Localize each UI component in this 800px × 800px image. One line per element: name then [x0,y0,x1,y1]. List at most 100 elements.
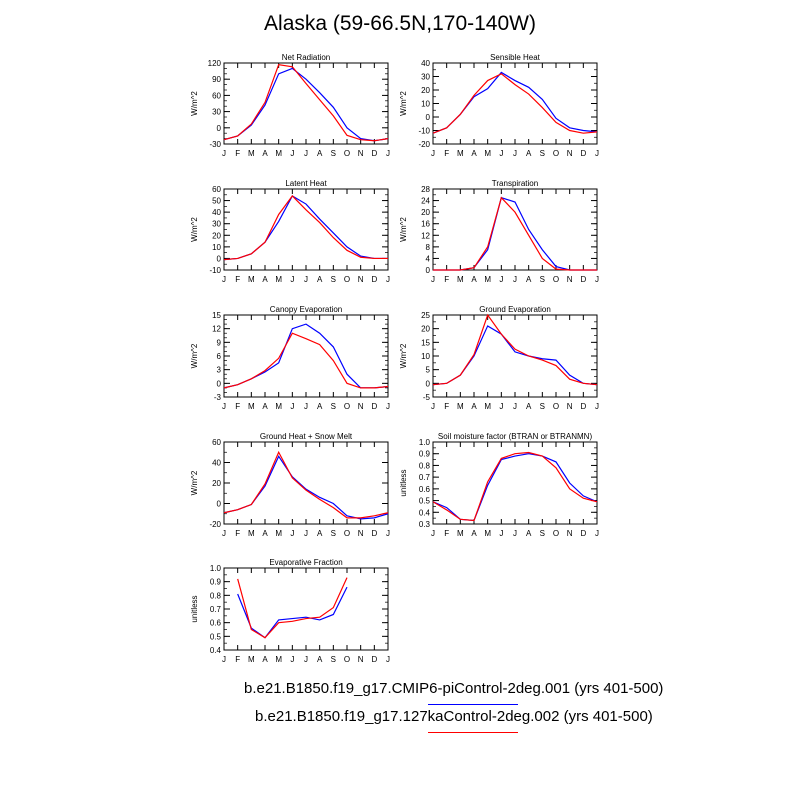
y-tick-label: 0.3 [419,520,431,529]
x-tick-label: J [513,149,517,158]
series-line-1 [432,453,598,522]
y-tick-label: 0 [217,379,222,388]
x-tick-label: J [290,529,294,538]
panel-8: Soil moisture factor (BTRAN or BTRANMN) u… [399,432,599,538]
x-tick-label: J [304,529,308,538]
x-tick-label: F [444,275,449,284]
x-tick-label: S [331,402,336,411]
x-tick-label: A [526,402,532,411]
x-tick-label: J [386,655,390,664]
legend-swatch-series-2 [428,732,518,733]
panel-title: Ground Heat + Snow Melt [260,432,353,441]
panel-title: Transpiration [492,179,538,188]
series-line-2 [432,313,598,386]
x-tick-label: F [444,149,449,158]
x-tick-label: A [471,275,477,284]
x-tick-label: J [513,275,517,284]
x-tick-label: D [371,149,377,158]
y-tick-label: 50 [212,197,221,206]
y-tick-label: 10 [421,100,430,109]
x-tick-label: M [275,149,282,158]
x-tick-label: A [526,149,532,158]
x-tick-label: J [222,275,226,284]
x-tick-label: J [499,149,503,158]
y-tick-label: 40 [212,208,221,217]
x-tick-label: N [567,149,573,158]
x-tick-label: J [513,402,517,411]
y-tick-label: 0.4 [210,646,222,655]
x-tick-label: N [358,149,364,158]
x-tick-label: J [595,149,599,158]
x-tick-label: M [484,275,491,284]
y-tick-label: 0.6 [210,619,222,628]
y-tick-label: 10 [212,243,221,252]
series-line-2 [223,63,389,142]
y-axis-label: W/m^2 [190,217,199,242]
x-tick-label: J [304,149,308,158]
panel-title: Net Radiation [282,53,330,62]
y-tick-label: 0 [217,124,222,133]
x-tick-label: O [553,275,559,284]
page-title: Alaska (59-66.5N,170-140W) [264,12,536,35]
y-tick-label: 20 [212,231,221,240]
panel-title: Sensible Heat [490,53,541,62]
x-tick-label: J [304,402,308,411]
y-tick-label: 10 [421,352,430,361]
x-tick-label: J [290,655,294,664]
y-tick-label: 40 [212,459,221,468]
x-tick-label: J [290,275,294,284]
y-axis-label: unitless [190,595,199,622]
series-line-2 [223,450,389,519]
y-tick-label: 0 [217,254,222,263]
x-tick-label: J [431,149,435,158]
x-tick-label: S [331,149,336,158]
x-tick-label: M [484,149,491,158]
x-tick-label: J [290,149,294,158]
series-line-1 [432,71,598,134]
y-axis-label: W/m^2 [190,470,199,495]
x-tick-label: J [499,275,503,284]
x-tick-label: M [248,655,255,664]
x-tick-label: O [344,529,350,538]
x-tick-label: D [580,149,586,158]
y-tick-label: -10 [209,266,221,275]
y-tick-label: -20 [418,140,430,149]
plot-frame [432,314,598,398]
y-tick-label: 25 [421,311,430,320]
y-tick-label: 40 [421,59,430,68]
y-tick-label: 0 [426,379,431,388]
x-tick-label: D [580,275,586,284]
x-tick-label: O [344,655,350,664]
y-axis-label: W/m^2 [399,343,408,368]
y-axis-label: W/m^2 [399,91,408,116]
y-tick-label: 0.7 [210,605,222,614]
y-tick-label: 20 [212,479,221,488]
series-line-2 [223,195,388,261]
x-tick-label: D [580,402,586,411]
x-tick-label: N [358,655,364,664]
y-tick-label: 0 [426,113,431,122]
series-line-2 [237,577,348,639]
y-tick-label: 24 [421,197,430,206]
x-tick-label: J [304,655,308,664]
x-tick-label: J [595,275,599,284]
y-tick-label: -3 [214,393,222,402]
x-tick-label: M [457,149,464,158]
x-tick-label: N [567,529,573,538]
legend-label-series-1: b.e21.B1850.f19_g17.CMIP6-piControl-2deg… [244,680,664,697]
y-tick-label: 0.9 [419,450,431,459]
x-tick-label: A [471,402,477,411]
plot-frame [223,567,389,651]
x-tick-label: A [262,529,268,538]
y-tick-label: 0.5 [210,632,222,641]
x-tick-label: S [331,655,336,664]
series-line-1 [237,586,348,639]
series-line-2 [432,73,598,134]
x-tick-label: S [331,529,336,538]
x-tick-label: M [484,529,491,538]
series-line-1 [223,455,389,520]
y-axis-label: W/m^2 [399,217,408,242]
x-tick-label: A [471,529,477,538]
